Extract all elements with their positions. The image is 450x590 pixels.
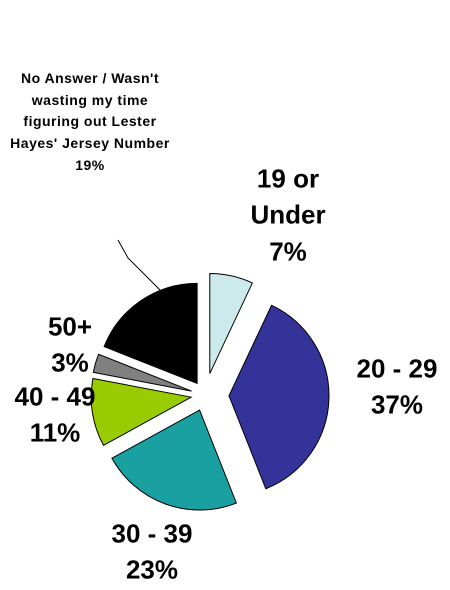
- value-label: 23%: [125, 555, 179, 585]
- value-label: 11%: [29, 418, 81, 448]
- pie-slice: [209, 273, 254, 374]
- pie-slice: [228, 304, 330, 490]
- category-label: 40 - 49: [14, 381, 96, 412]
- value-label: 7%: [269, 236, 307, 267]
- value-label: 3%: [51, 348, 89, 378]
- pie-slice: [90, 377, 193, 447]
- value-label: 19%: [75, 156, 105, 173]
- value-label: 37%: [370, 390, 424, 420]
- slice-label: 40 - 49 11%: [5, 379, 105, 452]
- category-label: 30 - 39: [111, 518, 193, 549]
- slice-label: 50+ 3%: [30, 309, 110, 382]
- pie-slice: [92, 353, 192, 392]
- category-label: 20 - 29: [356, 353, 438, 384]
- slice-label: 19 or Under 7%: [233, 160, 343, 269]
- pie-slice: [111, 409, 238, 511]
- leader-line: [117, 239, 161, 291]
- pie-slice: [103, 282, 198, 385]
- category-label: 50+: [47, 311, 93, 342]
- category-label: 19 or Under: [250, 163, 326, 230]
- slice-label: 20 - 29 37%: [337, 351, 450, 424]
- category-label: No Answer / Wasn't wasting my time figur…: [10, 69, 170, 151]
- slice-label: No Answer / Wasn't wasting my time figur…: [10, 68, 170, 176]
- slice-label: 30 - 39 23%: [92, 516, 212, 589]
